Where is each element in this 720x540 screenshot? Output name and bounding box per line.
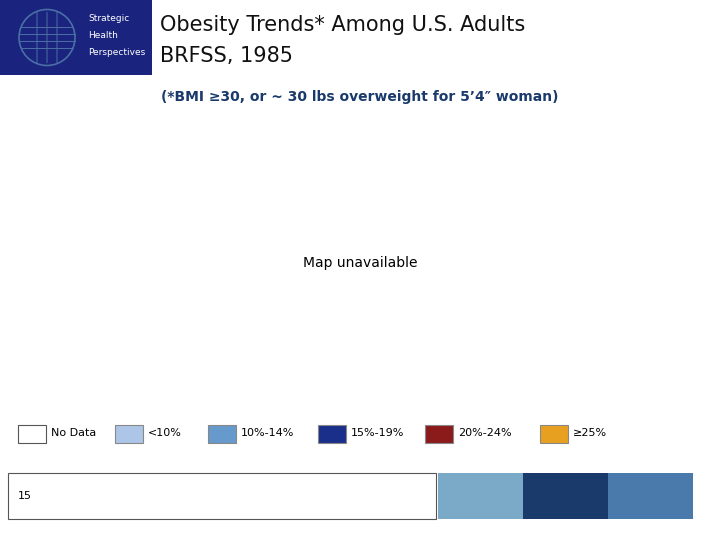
Text: <10%: <10% [148, 429, 182, 438]
Bar [540, 424, 568, 442]
Bar [18, 424, 46, 442]
Bar [608, 473, 693, 519]
Text: No Data: No Data [51, 429, 96, 438]
Bar [438, 473, 523, 519]
Text: 15: 15 [18, 491, 32, 501]
Bar [8, 473, 436, 519]
Text: Health: Health [88, 31, 118, 40]
Text: Map unavailable: Map unavailable [302, 256, 418, 271]
Text: 10%-14%: 10%-14% [241, 429, 294, 438]
Bar [318, 424, 346, 442]
Bar [0, 0, 152, 75]
Text: Obesity Trends* Among U.S. Adults: Obesity Trends* Among U.S. Adults [160, 15, 526, 35]
Text: ≥25%: ≥25% [573, 429, 607, 438]
Bar [523, 473, 608, 519]
Bar [115, 424, 143, 442]
Text: BRFSS, 1985: BRFSS, 1985 [160, 46, 293, 66]
Bar [208, 424, 236, 442]
Bar [425, 424, 453, 442]
Text: (*BMI ≥30, or ~ 30 lbs overweight for 5’4″ woman): (*BMI ≥30, or ~ 30 lbs overweight for 5’… [161, 90, 559, 104]
Text: Perspectives: Perspectives [88, 48, 145, 57]
Text: 15%-19%: 15%-19% [351, 429, 405, 438]
Text: Strategic: Strategic [88, 14, 130, 23]
Text: 20%-24%: 20%-24% [458, 429, 512, 438]
